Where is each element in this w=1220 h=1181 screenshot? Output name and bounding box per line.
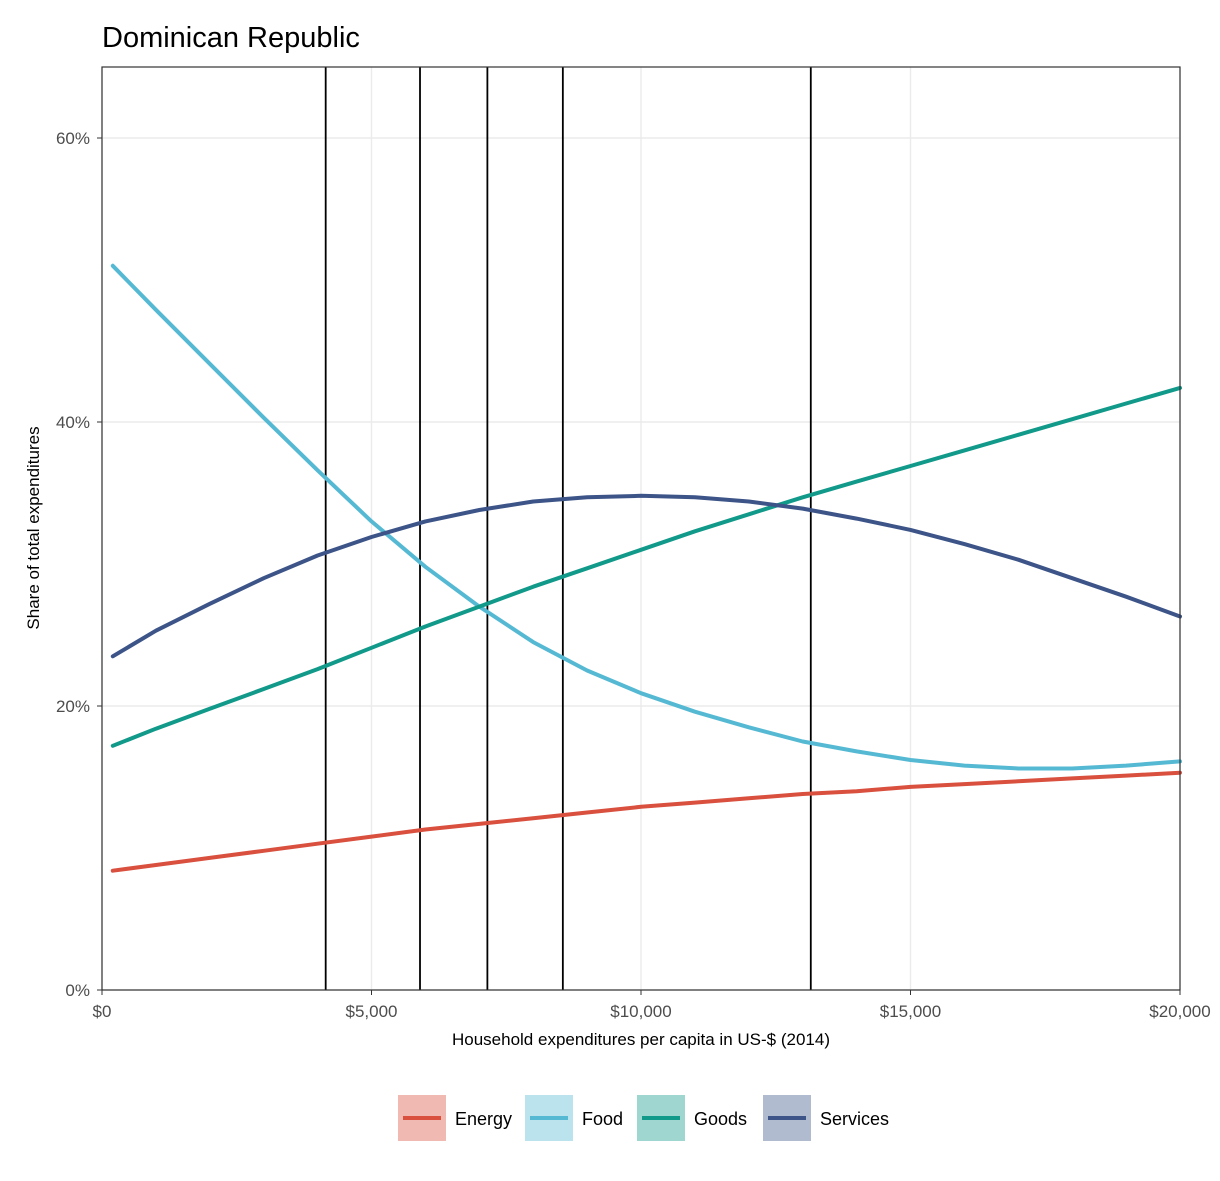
legend-label-food: Food <box>582 1109 623 1129</box>
series-line-goods <box>110 385 1182 748</box>
series-line-energy <box>110 770 1182 873</box>
y-tick-label: 0% <box>65 981 90 1000</box>
x-tick-label: $15,000 <box>880 1002 941 1021</box>
legend: Energy Food Goods Services <box>398 1095 889 1141</box>
series-line-services <box>110 493 1182 659</box>
y-tick-label: 40% <box>56 413 90 432</box>
y-tick-label: 60% <box>56 129 90 148</box>
series-line-food <box>110 263 1182 771</box>
y-axis: 0% 20% 40% 60% <box>56 129 102 1000</box>
x-axis: $0 $5,000 $10,000 $15,000 $20,000 <box>93 990 1211 1021</box>
y-axis-title: Share of total expenditures <box>24 426 43 629</box>
chart-title: Dominican Republic <box>102 22 360 54</box>
legend-label-energy: Energy <box>455 1109 512 1129</box>
x-tick-label: $10,000 <box>610 1002 671 1021</box>
series-lines <box>110 263 1182 873</box>
x-axis-title: Household expenditures per capita in US-… <box>452 1030 830 1049</box>
reference-lines <box>324 67 812 990</box>
legend-label-goods: Goods <box>694 1109 747 1129</box>
x-tick-label: $5,000 <box>346 1002 398 1021</box>
legend-label-services: Services <box>820 1109 889 1129</box>
x-tick-label: $0 <box>93 1002 112 1021</box>
y-tick-label: 20% <box>56 697 90 716</box>
x-tick-label: $20,000 <box>1149 1002 1210 1021</box>
